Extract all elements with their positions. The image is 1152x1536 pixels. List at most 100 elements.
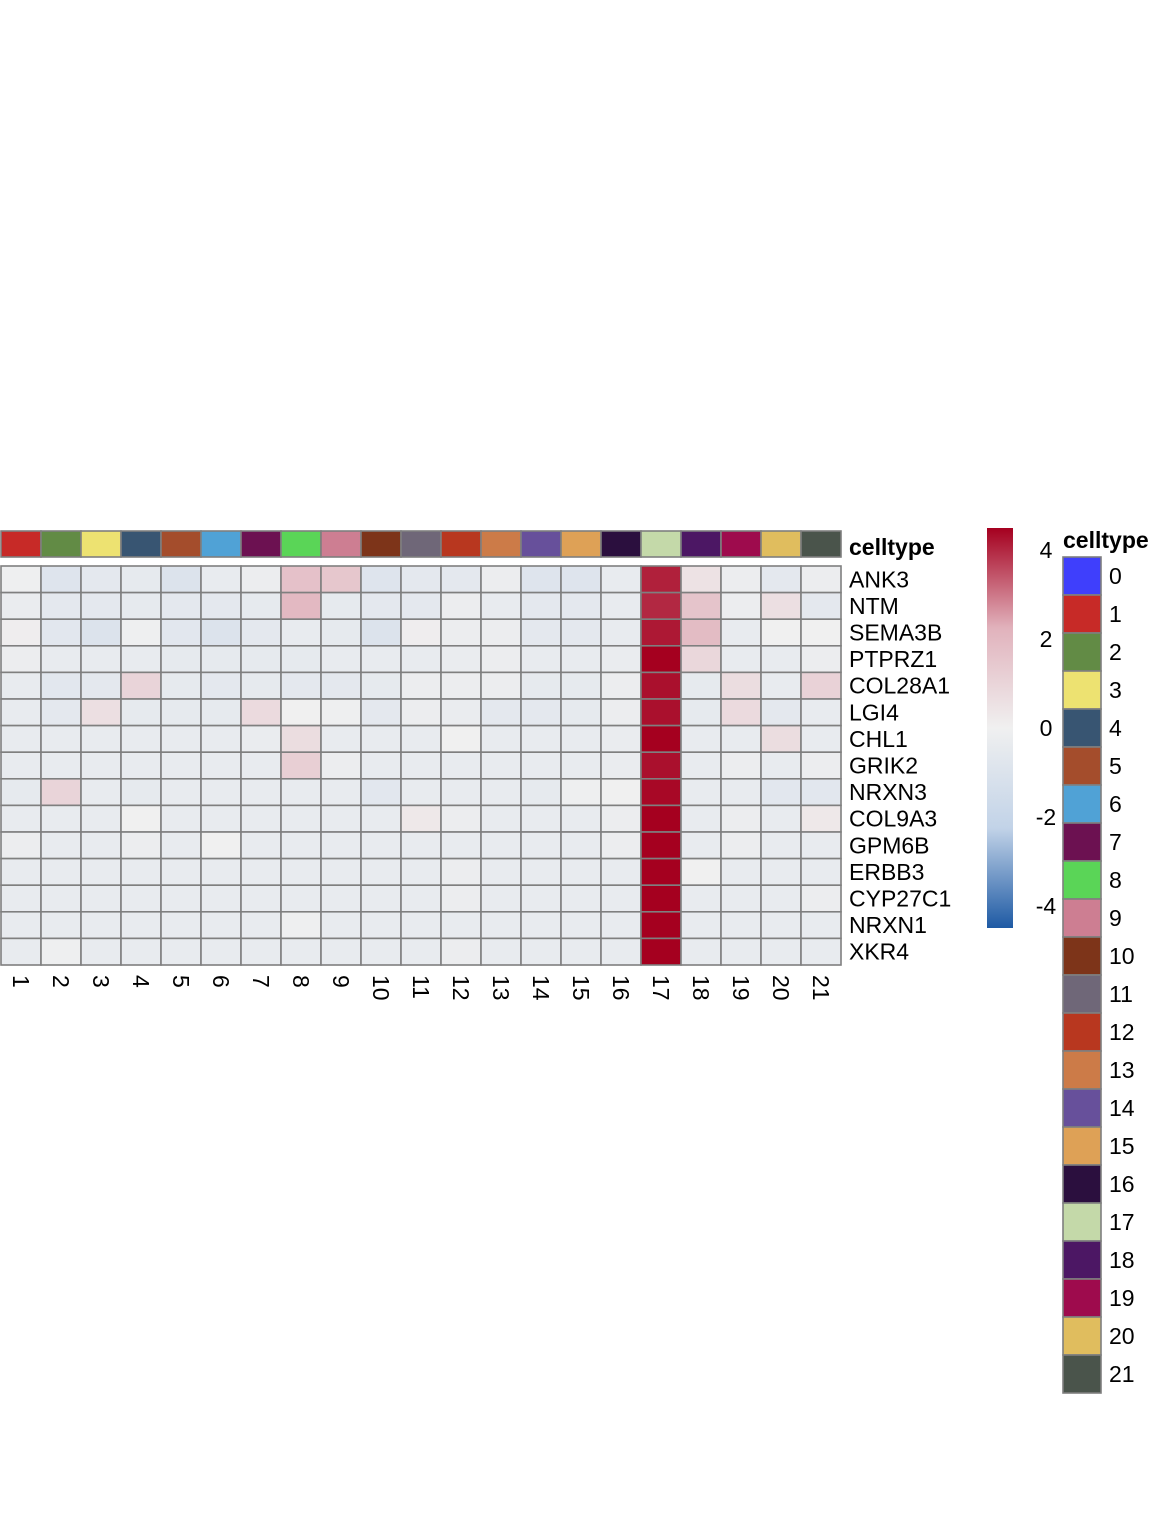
column-label: 2 — [48, 975, 74, 988]
heatmap-cell — [760, 565, 802, 594]
heatmap-cell — [640, 618, 682, 647]
heatmap-cell — [640, 644, 682, 674]
heatmap-cell — [640, 777, 682, 807]
legend-label: 4 — [1109, 715, 1122, 741]
heatmap-cell — [680, 644, 722, 674]
heatmap-cell — [440, 831, 482, 860]
heatmap-cell — [40, 910, 82, 940]
heatmap-cell — [480, 671, 522, 700]
heatmap-cell — [520, 671, 562, 700]
annotation-cell-16 — [600, 530, 642, 558]
heatmap-cell — [120, 804, 162, 833]
heatmap-cell — [80, 884, 122, 913]
row-label: NRXN1 — [849, 912, 927, 938]
heatmap-cell — [520, 724, 562, 753]
heatmap-cell — [800, 831, 842, 860]
annotation-cell-6 — [200, 530, 242, 558]
heatmap-cell — [640, 591, 682, 620]
annotation-cell-17 — [640, 530, 682, 558]
legend-swatch-11 — [1062, 974, 1102, 1014]
heatmap-cell — [720, 644, 762, 674]
annotation-cell-10 — [360, 530, 402, 558]
heatmap-cell — [600, 565, 642, 594]
heatmap-cell — [680, 884, 722, 913]
heatmap-cell — [720, 831, 762, 860]
heatmap-cell — [360, 884, 402, 913]
heatmap-cell — [480, 884, 522, 913]
heatmap-cell — [80, 671, 122, 700]
annotation-cell-18 — [680, 530, 722, 558]
heatmap-cell — [0, 644, 42, 674]
row-label: COL9A3 — [849, 806, 937, 832]
heatmap-cell — [560, 618, 602, 647]
heatmap-cell — [360, 804, 402, 833]
heatmap-cell — [240, 831, 282, 860]
heatmap-cell — [160, 644, 202, 674]
annotation-cell-2 — [40, 530, 82, 558]
heatmap-cell — [280, 831, 322, 860]
heatmap-cell — [0, 804, 42, 833]
heatmap-cell — [440, 804, 482, 833]
heatmap-cell — [760, 724, 802, 753]
heatmap-cell — [720, 937, 762, 966]
row-label: PTPRZ1 — [849, 646, 937, 672]
column-label: 15 — [568, 975, 594, 1001]
column-label: 5 — [168, 975, 194, 988]
heatmap-cell — [760, 671, 802, 700]
annotation-cell-7 — [240, 530, 282, 558]
heatmap-cell — [800, 565, 842, 594]
heatmap-cell — [520, 804, 562, 833]
heatmap-cell — [280, 591, 322, 620]
heatmap-cell — [400, 804, 442, 833]
heatmap-cell — [320, 777, 362, 807]
heatmap-cell — [160, 831, 202, 860]
row-labels: ANK3NTMSEMA3BPTPRZ1COL28A1LGI4CHL1GRIK2N… — [849, 566, 951, 964]
heatmap-cell — [240, 565, 282, 594]
color-scale-tick-label: 4 — [1040, 537, 1053, 563]
heatmap-cell — [200, 884, 242, 913]
column-label: 16 — [608, 975, 634, 1001]
heatmap-cell — [320, 804, 362, 833]
heatmap-cell — [40, 698, 82, 727]
annotation-cell-9 — [320, 530, 362, 558]
legend-label: 9 — [1109, 905, 1122, 931]
row-label: GRIK2 — [849, 753, 918, 779]
heatmap-cell — [720, 804, 762, 833]
annotation-label: celltype — [849, 534, 935, 560]
heatmap-cell — [440, 910, 482, 940]
row-label: COL28A1 — [849, 673, 950, 699]
row-label: NTM — [849, 593, 899, 619]
heatmap-cell — [560, 804, 602, 833]
legend-swatch-13 — [1062, 1050, 1102, 1090]
annotation-cell-3 — [80, 530, 122, 558]
legend-swatch-8 — [1062, 860, 1102, 900]
heatmap-cell — [320, 884, 362, 913]
heatmap-cell — [40, 777, 82, 807]
heatmap-cell — [160, 937, 202, 966]
column-label: 17 — [648, 975, 674, 1001]
heatmap-cell — [440, 565, 482, 594]
heatmap-cell — [120, 777, 162, 807]
heatmap-cell — [520, 831, 562, 860]
heatmap-cell — [600, 910, 642, 940]
heatmap-cell — [0, 884, 42, 913]
heatmap-cell — [280, 804, 322, 833]
heatmap-cell — [80, 910, 122, 940]
heatmap-cell — [480, 644, 522, 674]
heatmap-cell — [120, 591, 162, 620]
legend-label: 11 — [1109, 981, 1133, 1007]
heatmap-cell — [800, 698, 842, 727]
row-label: LGI4 — [849, 699, 899, 725]
annotation-cell-20 — [760, 530, 802, 558]
heatmap-cell — [200, 751, 242, 780]
heatmap-cell — [320, 751, 362, 780]
heatmap-cell — [40, 591, 82, 620]
heatmap-cell — [160, 910, 202, 940]
heatmap-cell — [720, 591, 762, 620]
heatmap-cell — [800, 910, 842, 940]
heatmap-cell — [800, 884, 842, 913]
heatmap-cell — [400, 831, 442, 860]
heatmap-cell — [80, 857, 122, 886]
heatmap-cell — [760, 698, 802, 727]
